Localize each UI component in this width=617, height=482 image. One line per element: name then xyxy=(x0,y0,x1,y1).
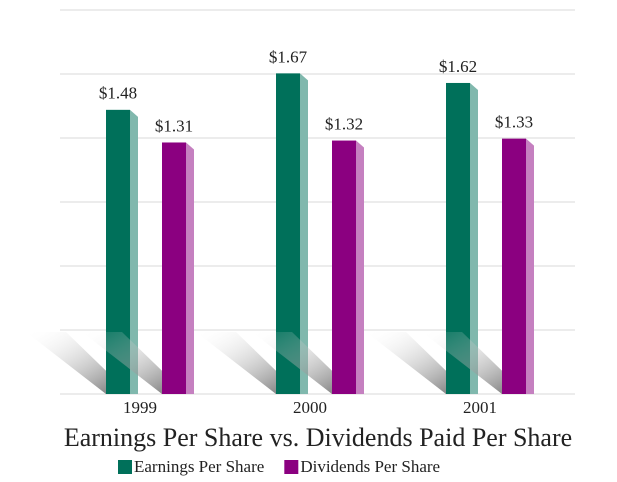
x-tick-label: 2001 xyxy=(463,398,497,417)
bar xyxy=(502,138,526,394)
bar-shadow xyxy=(252,332,356,394)
data-label: $1.62 xyxy=(439,57,477,76)
bar xyxy=(162,142,186,394)
data-label: $1.32 xyxy=(325,114,363,133)
legend-label: Dividends Per Share xyxy=(300,457,440,476)
legend-label: Earnings Per Share xyxy=(134,457,264,476)
legend-swatch xyxy=(284,460,299,474)
x-tick-label: 1999 xyxy=(123,398,157,417)
bar-side xyxy=(130,109,138,394)
bar-shadow xyxy=(82,332,186,394)
bar-side xyxy=(470,82,478,395)
bar-side xyxy=(186,142,194,394)
bar-side xyxy=(300,73,308,395)
chart-title: Earnings Per Share vs. Dividends Paid Pe… xyxy=(64,423,572,452)
bar xyxy=(332,140,356,394)
legend-swatch xyxy=(118,460,132,474)
x-tick-label: 2000 xyxy=(293,398,327,417)
data-label: $1.67 xyxy=(269,47,308,66)
bar-shadow xyxy=(422,332,526,394)
bar-shadow xyxy=(26,332,130,394)
data-label: $1.48 xyxy=(99,84,137,103)
bar-shadow xyxy=(196,332,300,394)
bar-side xyxy=(356,140,364,394)
data-label: $1.31 xyxy=(155,116,193,135)
bar-shadow xyxy=(366,332,470,394)
bar-side xyxy=(526,138,534,394)
data-label: $1.33 xyxy=(495,113,533,132)
